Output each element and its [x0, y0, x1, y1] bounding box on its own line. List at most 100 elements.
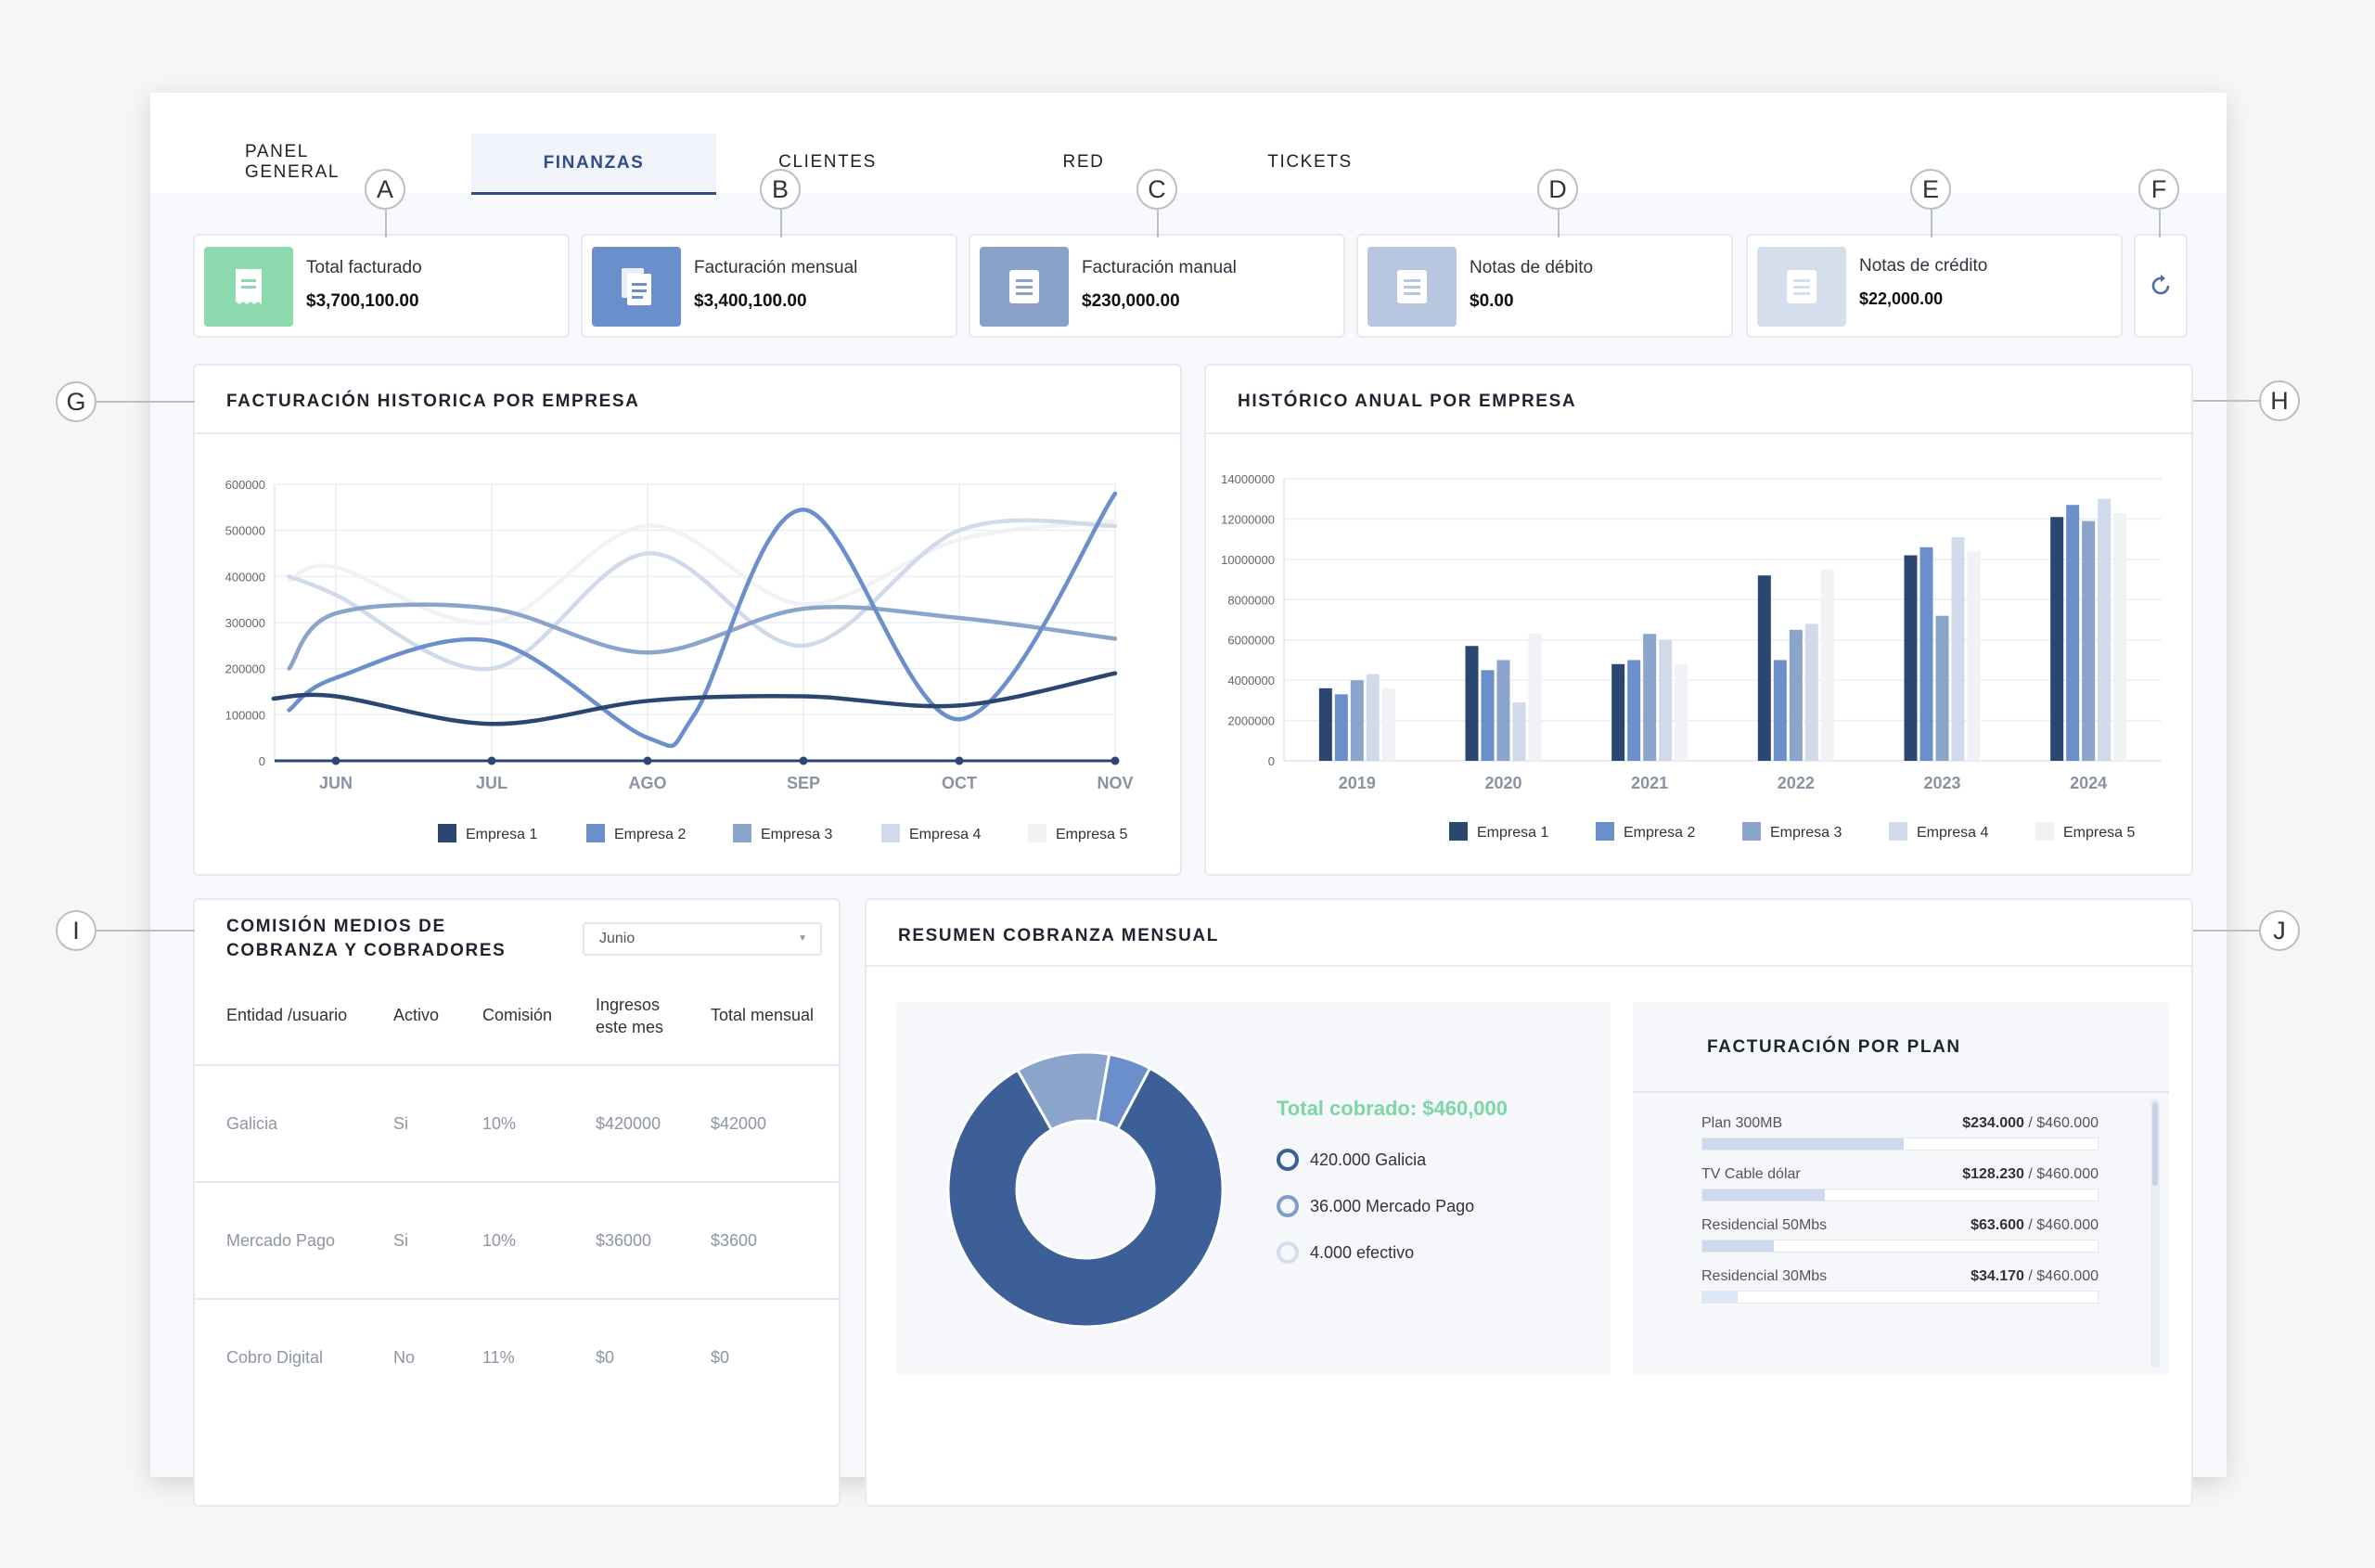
marker-e: E: [1910, 169, 1951, 210]
table-row[interactable]: Cobro Digital No 11% $0 $0: [195, 1299, 839, 1416]
marker-h: H: [2259, 380, 2300, 421]
x-tick-label: SEP: [787, 774, 820, 792]
kpi-facturacion-mensual: Facturación mensual $3,400,100.00: [581, 234, 957, 338]
plan-progress-fill: [1702, 1240, 1774, 1252]
ring-icon: [1277, 1149, 1299, 1171]
x-axis-point: [487, 756, 496, 765]
plan-progress-fill: [1702, 1189, 1826, 1201]
series-line-2: [287, 491, 1118, 749]
y-tick-label: 500000: [225, 524, 265, 538]
cell-commission: 11%: [482, 1348, 515, 1367]
cell-commission: 10%: [451, 1065, 564, 1183]
y-tick-label: 4000000: [1227, 674, 1275, 688]
y-tick-label: 14000000: [1221, 472, 1275, 486]
kpi-value: $0.00: [1470, 291, 1514, 311]
legend-label: 420.000 Galicia: [1310, 1150, 1427, 1169]
kpi-label: Facturación manual: [1082, 258, 1237, 277]
bar: [1773, 660, 1787, 761]
bar: [1528, 634, 1542, 761]
scrollbar-thumb[interactable]: [2152, 1102, 2158, 1186]
kpi-label: Notas de crédito: [1859, 256, 1988, 276]
bar: [2082, 521, 2096, 761]
bar: [1967, 551, 1981, 761]
legend-swatch: [1889, 822, 1907, 841]
plans-title: FACTURACIÓN POR PLAN: [1707, 1037, 1961, 1057]
legend-item: 4.000 efectivo: [1277, 1241, 1414, 1264]
plan-amount-total: / $460.000: [2023, 1166, 2099, 1182]
kpi-value: $3,700,100.00: [306, 291, 419, 311]
column-header: Comisión: [451, 967, 564, 1066]
y-tick-label: 6000000: [1227, 634, 1275, 648]
table-row[interactable]: Mercado Pago Si 10% $36000 $3600: [195, 1182, 839, 1300]
marker-d: D: [1537, 169, 1578, 210]
cell-active: Si: [362, 1065, 451, 1183]
column-header: Ingresos este mes: [564, 967, 679, 1066]
legend-label: 36.000 Mercado Pago: [1310, 1196, 1475, 1215]
bar: [1757, 575, 1771, 761]
bar: [1935, 615, 1949, 761]
refresh-icon: [2151, 275, 2170, 295]
plan-amount: $128.230 / $460.000: [1962, 1166, 2099, 1183]
series-line-3: [287, 602, 1118, 671]
refresh-button[interactable]: [2134, 234, 2188, 338]
cell-income: $420000: [564, 1065, 679, 1183]
bar: [1820, 569, 1834, 761]
legend-item: 420.000 Galicia: [1277, 1149, 1426, 1171]
y-tick-label: 100000: [225, 708, 265, 722]
bar: [1496, 660, 1510, 761]
y-tick-label: 300000: [225, 616, 265, 630]
kpi-value: $230,000.00: [1082, 291, 1180, 311]
y-tick-label: 400000: [225, 570, 265, 584]
column-header: Activo: [362, 967, 451, 1066]
total-collected: Total cobrado: $460,000: [1277, 1097, 1508, 1120]
scrollbar-track[interactable]: [2150, 1099, 2160, 1368]
tab-tickets[interactable]: TICKETS: [1267, 152, 1353, 172]
x-tick-label: NOV: [1097, 774, 1133, 792]
marker-b: B: [760, 169, 801, 210]
cell-active: Si: [362, 1182, 451, 1300]
plan-amount-value: $34.170: [1971, 1268, 2024, 1284]
x-tick-label: 2023: [1923, 774, 1960, 792]
marker-i: I: [56, 910, 96, 951]
cell-entity: Mercado Pago: [195, 1182, 362, 1300]
x-tick-label: 2022: [1778, 774, 1815, 792]
kpi-value: $22,000.00: [1859, 289, 1944, 308]
bar: [1627, 660, 1641, 761]
month-select[interactable]: Junio ▼: [583, 922, 822, 956]
marker-f: F: [2138, 169, 2179, 210]
cell-income: $36000: [564, 1182, 679, 1300]
column-header: Entidad /usuario: [195, 967, 362, 1066]
tab-bar: PANEL GENERAL FINANZAS CLIENTES RED TICK…: [150, 93, 2227, 195]
y-tick-label: 8000000: [1227, 593, 1275, 607]
x-tick-label: OCT: [942, 774, 977, 792]
bar: [1318, 688, 1332, 761]
bar: [1334, 694, 1348, 761]
series-line-1: [271, 671, 1118, 726]
plan-name: Residencial 50Mbs: [1701, 1217, 1828, 1233]
legend-label: Empresa 3: [761, 827, 832, 842]
kpi-notas-credito: Notas de crédito $22,000.00: [1746, 234, 2123, 338]
tab-finanzas[interactable]: FINANZAS: [471, 134, 716, 195]
tab-red[interactable]: RED: [1062, 152, 1105, 172]
table-row[interactable]: Galicia Si 10% $420000 $42000: [195, 1065, 839, 1183]
kpi-label: Notas de débito: [1470, 258, 1594, 277]
legend-label: Empresa 1: [466, 827, 537, 842]
select-value: Junio: [599, 931, 635, 946]
bar: [1350, 680, 1364, 761]
donut-section: Total cobrado: $460,000 420.000 Galicia …: [896, 1002, 1611, 1375]
plan-progress-track: [1701, 1291, 2099, 1304]
document-icon: [980, 247, 1069, 327]
plan-amount-total: / $460.000: [2023, 1115, 2099, 1131]
x-axis-point: [1110, 756, 1120, 765]
legend-item: 36.000 Mercado Pago: [1277, 1195, 1474, 1217]
tab-panel-general[interactable]: PANEL GENERAL: [245, 142, 340, 182]
x-tick-label: 2019: [1339, 774, 1376, 792]
kpi-notas-debito: Notas de débito $0.00: [1356, 234, 1733, 338]
legend-swatch: [733, 824, 751, 842]
tab-clientes[interactable]: CLIENTES: [778, 152, 877, 172]
bar: [1675, 663, 1688, 761]
plan-progress-track: [1701, 1189, 2099, 1202]
panel-title: RESUMEN COBRANZA MENSUAL: [898, 926, 1219, 945]
legend-label: Empresa 1: [1477, 825, 1548, 841]
bar: [1789, 629, 1803, 761]
